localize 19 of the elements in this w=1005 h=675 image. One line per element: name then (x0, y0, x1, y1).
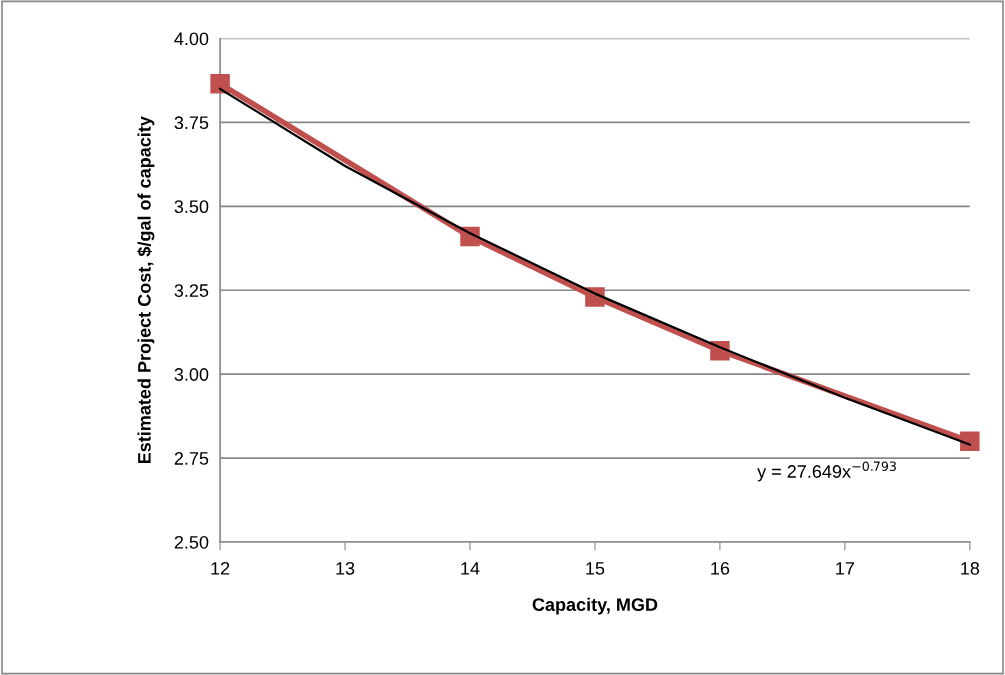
x-tick-label: 18 (961, 561, 980, 575)
y-tick-label: 3.00 (174, 368, 209, 381)
y-tick-label: 3.50 (174, 200, 209, 214)
y-axis-title: Estimated Project Cost, $/gal of capacity (137, 116, 155, 464)
y-tick-label: 4.00 (174, 32, 209, 46)
x-tick-label: 17 (836, 562, 855, 575)
point (960, 431, 980, 452)
x-tick-label: 12 (211, 561, 230, 575)
annotation: y = 27.649x$^{−0.793}$ (757, 461, 896, 482)
point (210, 74, 230, 94)
x-tick-label: 14 (461, 562, 480, 575)
x-axis-title: Capacity, MGD (532, 597, 658, 615)
x-tick-label: 13 (336, 561, 355, 575)
y-tick-label: 2.75 (174, 452, 209, 465)
y-tick-label: 3.25 (174, 284, 209, 297)
y-tick-label: 2.50 (174, 535, 209, 549)
x-tick-label: 15 (586, 562, 605, 575)
y-tick-label: 3.75 (174, 116, 209, 130)
x-tick-label: 16 (711, 561, 730, 575)
